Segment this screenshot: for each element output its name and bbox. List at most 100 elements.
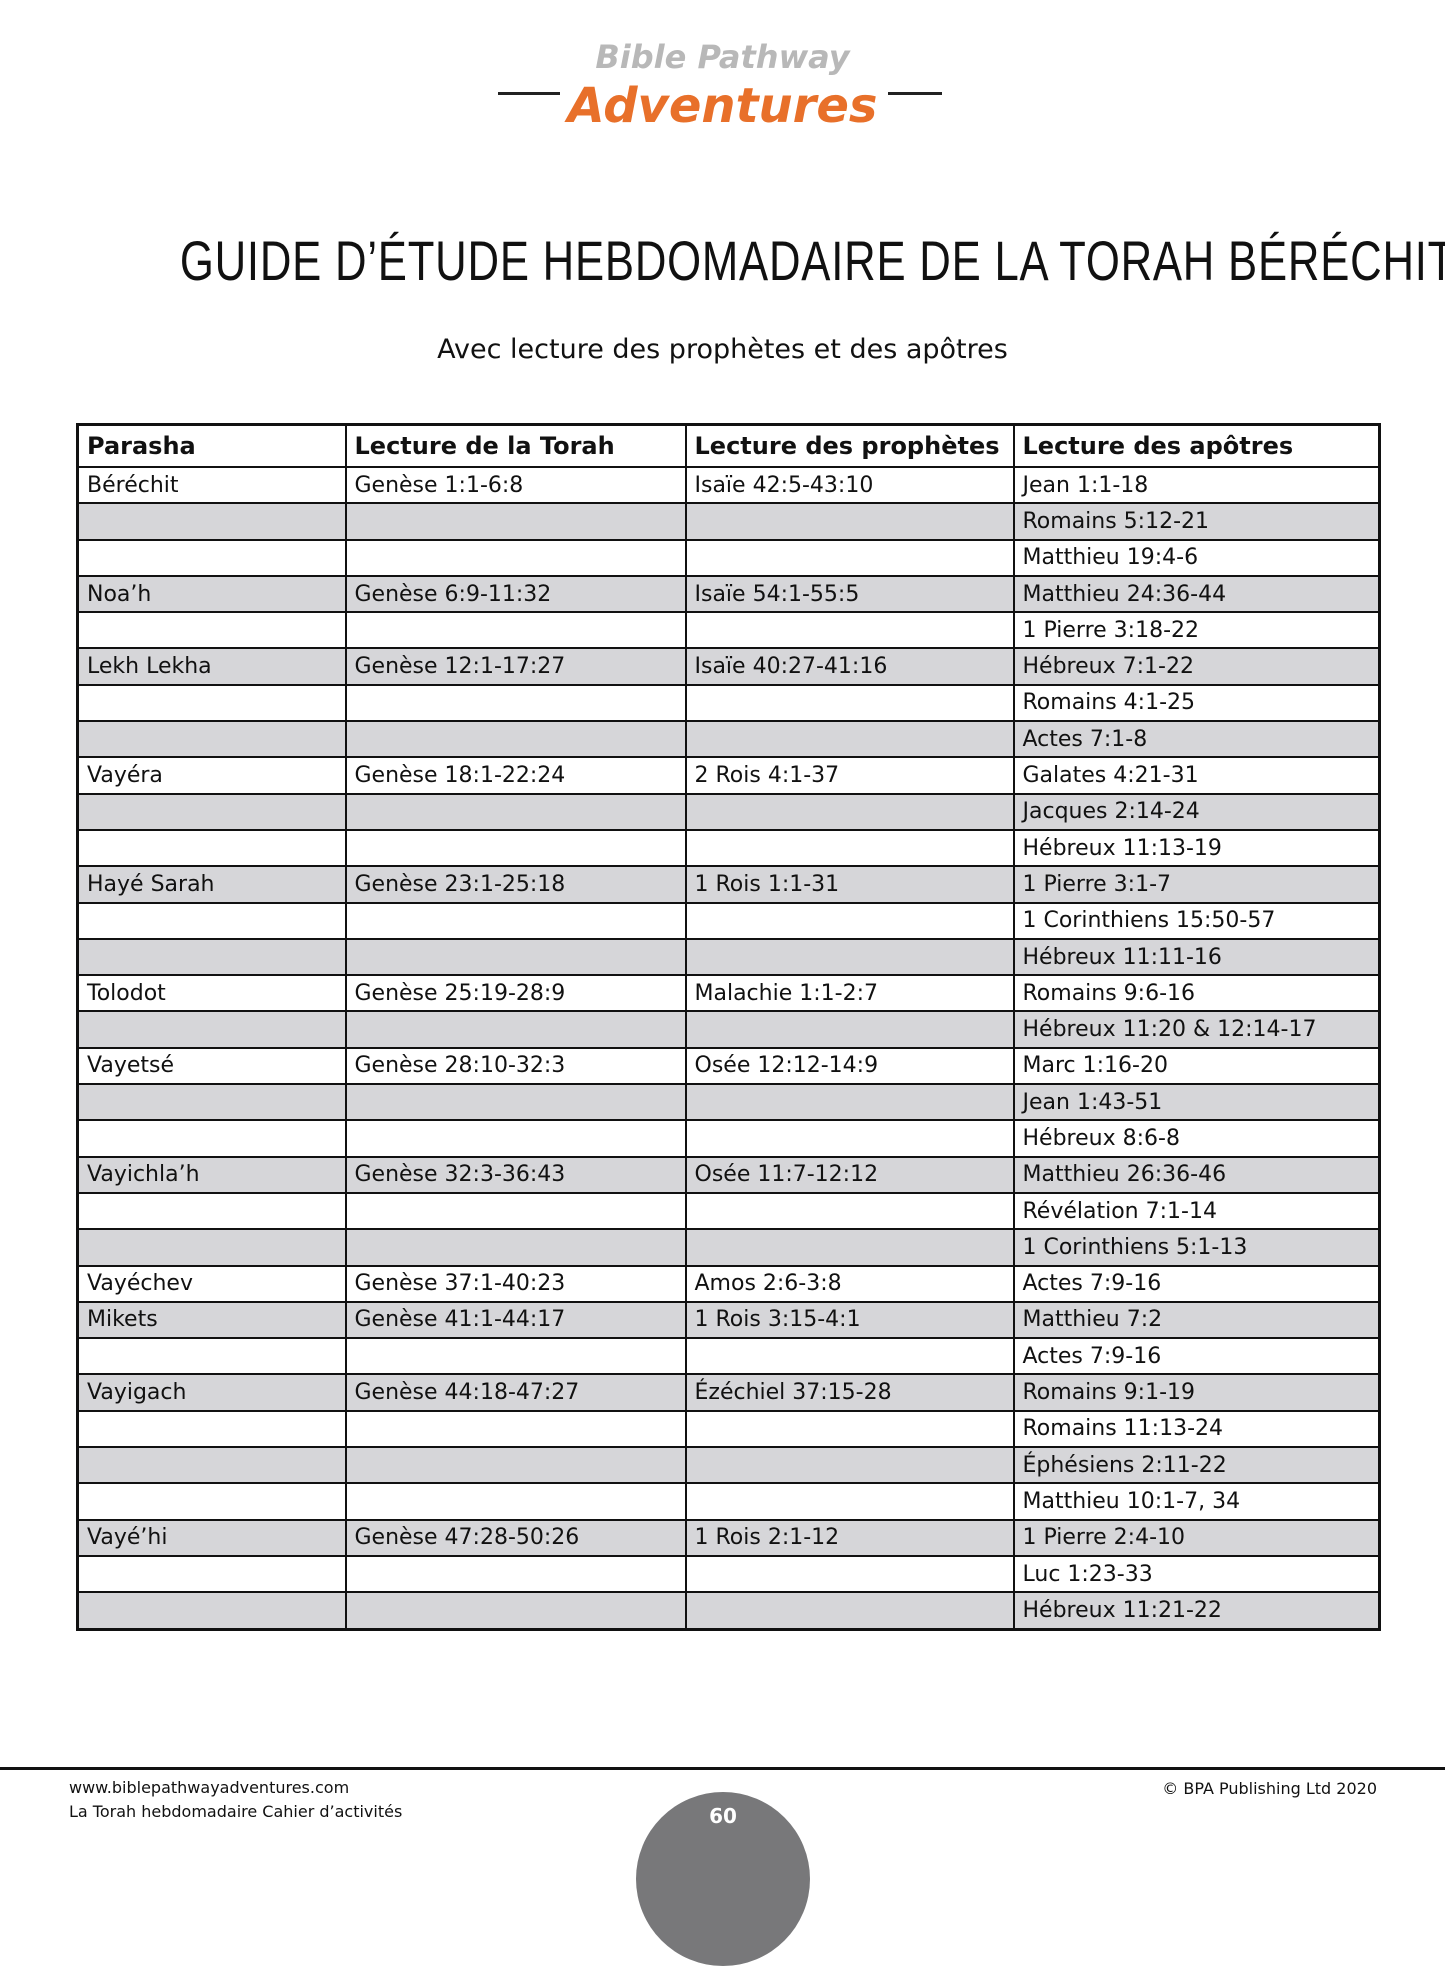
cell-apostles: Romains 9:1-19 — [1012, 1373, 1381, 1412]
cell-parasha: Vayetsé — [76, 1046, 347, 1086]
cell-parasha — [76, 937, 347, 977]
table-row: Noa’h Genèse 6:9-11:32 Isaïe 54:1-55:5 Matt… — [76, 574, 1381, 614]
cell-prophets: Ézéchiel 37:15-28 — [684, 1373, 1015, 1412]
cell-torah: Genèse 12:1-17:27 — [344, 647, 687, 686]
page-number: 60 — [709, 1804, 737, 1828]
cell-apostles: Galates 4:21-31 — [1012, 756, 1381, 795]
cell-parasha: Vayigach — [76, 1373, 347, 1412]
cell-parasha — [76, 1482, 347, 1521]
table-row: 1 Corinthiens 15:50-57 — [76, 901, 1381, 940]
cell-parasha — [76, 828, 347, 868]
cell-prophets: Osée 11:7-12:12 — [684, 1155, 1015, 1194]
table-row: Hayé Sarah Genèse 23:1-25:18 1 Rois 1:1-31… — [76, 865, 1381, 904]
cell-apostles: Romains 9:6-16 — [1012, 974, 1381, 1013]
cell-prophets — [684, 828, 1015, 868]
table-row: Matthieu 10:1-7, 34 — [76, 1482, 1381, 1521]
cell-torah: Genèse 25:19-28:9 — [344, 974, 687, 1013]
table-row: Vayéra Genèse 18:1-22:24 2 Rois 4:1-37 Gala… — [76, 756, 1381, 795]
cell-prophets: Isaïe 54:1-55:5 — [684, 574, 1015, 614]
cell-torah — [344, 1337, 687, 1376]
table-row: Vayigach Genèse 44:18-47:27 Ézéchiel 37:15… — [76, 1373, 1381, 1412]
cell-parasha — [76, 683, 347, 723]
cell-torah: Genèse 37:1-40:23 — [344, 1264, 687, 1303]
table-row: Vayéchev Genèse 37:1-40:23 Amos 2:6-3:8 Act… — [76, 1264, 1381, 1303]
cell-prophets: Osée 12:12-14:9 — [684, 1046, 1015, 1086]
cell-prophets — [684, 538, 1015, 577]
table-row: Hébreux 11:20 & 12:14-17 — [76, 1010, 1381, 1049]
cell-apostles: 1 Corinthiens 5:1-13 — [1012, 1228, 1381, 1267]
cell-prophets — [684, 1083, 1015, 1122]
cell-parasha — [76, 1228, 347, 1267]
table-row: Tolodot Genèse 25:19-28:9 Malachie 1:1-2:7… — [76, 974, 1381, 1013]
cell-parasha — [76, 1191, 347, 1231]
table-row: Actes 7:9-16 — [76, 1337, 1381, 1376]
cell-parasha — [76, 1119, 347, 1158]
logo-bottom: Adventures — [567, 78, 878, 134]
cell-apostles: Actes 7:9-16 — [1012, 1337, 1381, 1376]
table-row: Romains 4:1-25 — [76, 683, 1381, 723]
cell-torah: Genèse 41:1-44:17 — [344, 1300, 687, 1340]
cell-torah — [344, 502, 687, 541]
cell-torah — [344, 1554, 687, 1594]
cell-parasha: Mikets — [76, 1300, 347, 1340]
title: GUIDE D’ÉTUDE HEBDOMADAIRE DE LA TORAH B… — [179, 229, 1445, 292]
cell-apostles: Romains 11:13-24 — [1012, 1409, 1381, 1449]
cell-apostles: Hébreux 11:20 & 12:14-17 — [1012, 1010, 1381, 1049]
table-row: Éphésiens 2:11-22 — [76, 1446, 1381, 1485]
cell-torah: Genèse 1:1-6:8 — [344, 465, 687, 505]
cell-parasha — [76, 901, 347, 940]
cell-torah — [344, 1083, 687, 1122]
table-body: Béréchit Genèse 1:1-6:8 Isaïe 42:5-43:10 Je… — [76, 465, 1381, 1630]
cell-prophets: Isaïe 42:5-43:10 — [684, 465, 1015, 505]
footer-rule — [0, 1767, 1445, 1770]
cell-torah: Genèse 28:10-32:3 — [344, 1046, 687, 1086]
cell-parasha: Vayichla’h — [76, 1155, 347, 1194]
cell-torah — [344, 1446, 687, 1485]
table-row: Lekh Lekha Genèse 12:1-17:27 Isaïe 40:27-4… — [76, 647, 1381, 686]
cell-torah: Genèse 18:1-22:24 — [344, 756, 687, 795]
cell-parasha: Béréchit — [76, 465, 347, 505]
cell-torah — [344, 1010, 687, 1049]
cell-prophets — [684, 1191, 1015, 1231]
cell-apostles: Matthieu 26:36-46 — [1012, 1155, 1381, 1194]
cell-prophets — [684, 937, 1015, 977]
column-header: Parasha — [76, 423, 347, 468]
cell-parasha: Vayéra — [76, 756, 347, 795]
cell-apostles: Actes 7:1-8 — [1012, 720, 1381, 759]
title-wrap: GUIDE D’ÉTUDE HEBDOMADAIRE DE LA TORAH B… — [0, 228, 1445, 293]
table-row: Luc 1:23-33 — [76, 1554, 1381, 1594]
table-row: Révélation 7:1-14 — [76, 1191, 1381, 1231]
cell-parasha: Noa’h — [76, 574, 347, 614]
table-row: Hébreux 11:11-16 — [76, 937, 1381, 977]
table-row: Vayé’hi Genèse 47:28-50:26 1 Rois 2:1-12 1 … — [76, 1518, 1381, 1557]
cell-parasha — [76, 792, 347, 831]
cell-torah — [344, 1191, 687, 1231]
cell-prophets — [684, 901, 1015, 940]
cell-torah — [344, 828, 687, 868]
cell-parasha — [76, 611, 347, 650]
cell-prophets: 2 Rois 4:1-37 — [684, 756, 1015, 795]
table-row: Romains 5:12-21 — [76, 502, 1381, 541]
cell-parasha — [76, 1083, 347, 1122]
cell-apostles: 1 Corinthiens 15:50-57 — [1012, 901, 1381, 940]
cell-apostles: Matthieu 24:36-44 — [1012, 574, 1381, 614]
table-row: Jacques 2:14-24 — [76, 792, 1381, 831]
cell-parasha — [76, 502, 347, 541]
cell-torah — [344, 538, 687, 577]
cell-torah — [344, 611, 687, 650]
cell-torah — [344, 683, 687, 723]
cell-parasha: Hayé Sarah — [76, 865, 347, 904]
table-row: 1 Corinthiens 5:1-13 — [76, 1228, 1381, 1267]
cell-apostles: Marc 1:16-20 — [1012, 1046, 1381, 1086]
cell-prophets — [684, 720, 1015, 759]
cell-apostles: Jean 1:43-51 — [1012, 1083, 1381, 1122]
cell-torah — [344, 937, 687, 977]
cell-prophets: Malachie 1:1-2:7 — [684, 974, 1015, 1013]
cell-apostles: Hébreux 11:21-22 — [1012, 1591, 1381, 1630]
cell-prophets: 1 Rois 3:15-4:1 — [684, 1300, 1015, 1340]
cell-parasha: Tolodot — [76, 974, 347, 1013]
table-row: Hébreux 8:6-8 — [76, 1119, 1381, 1158]
cell-apostles: Actes 7:9-16 — [1012, 1264, 1381, 1303]
cell-prophets — [684, 502, 1015, 541]
footer-book: La Torah hebdomadaire Cahier d’activités — [69, 1802, 403, 1821]
